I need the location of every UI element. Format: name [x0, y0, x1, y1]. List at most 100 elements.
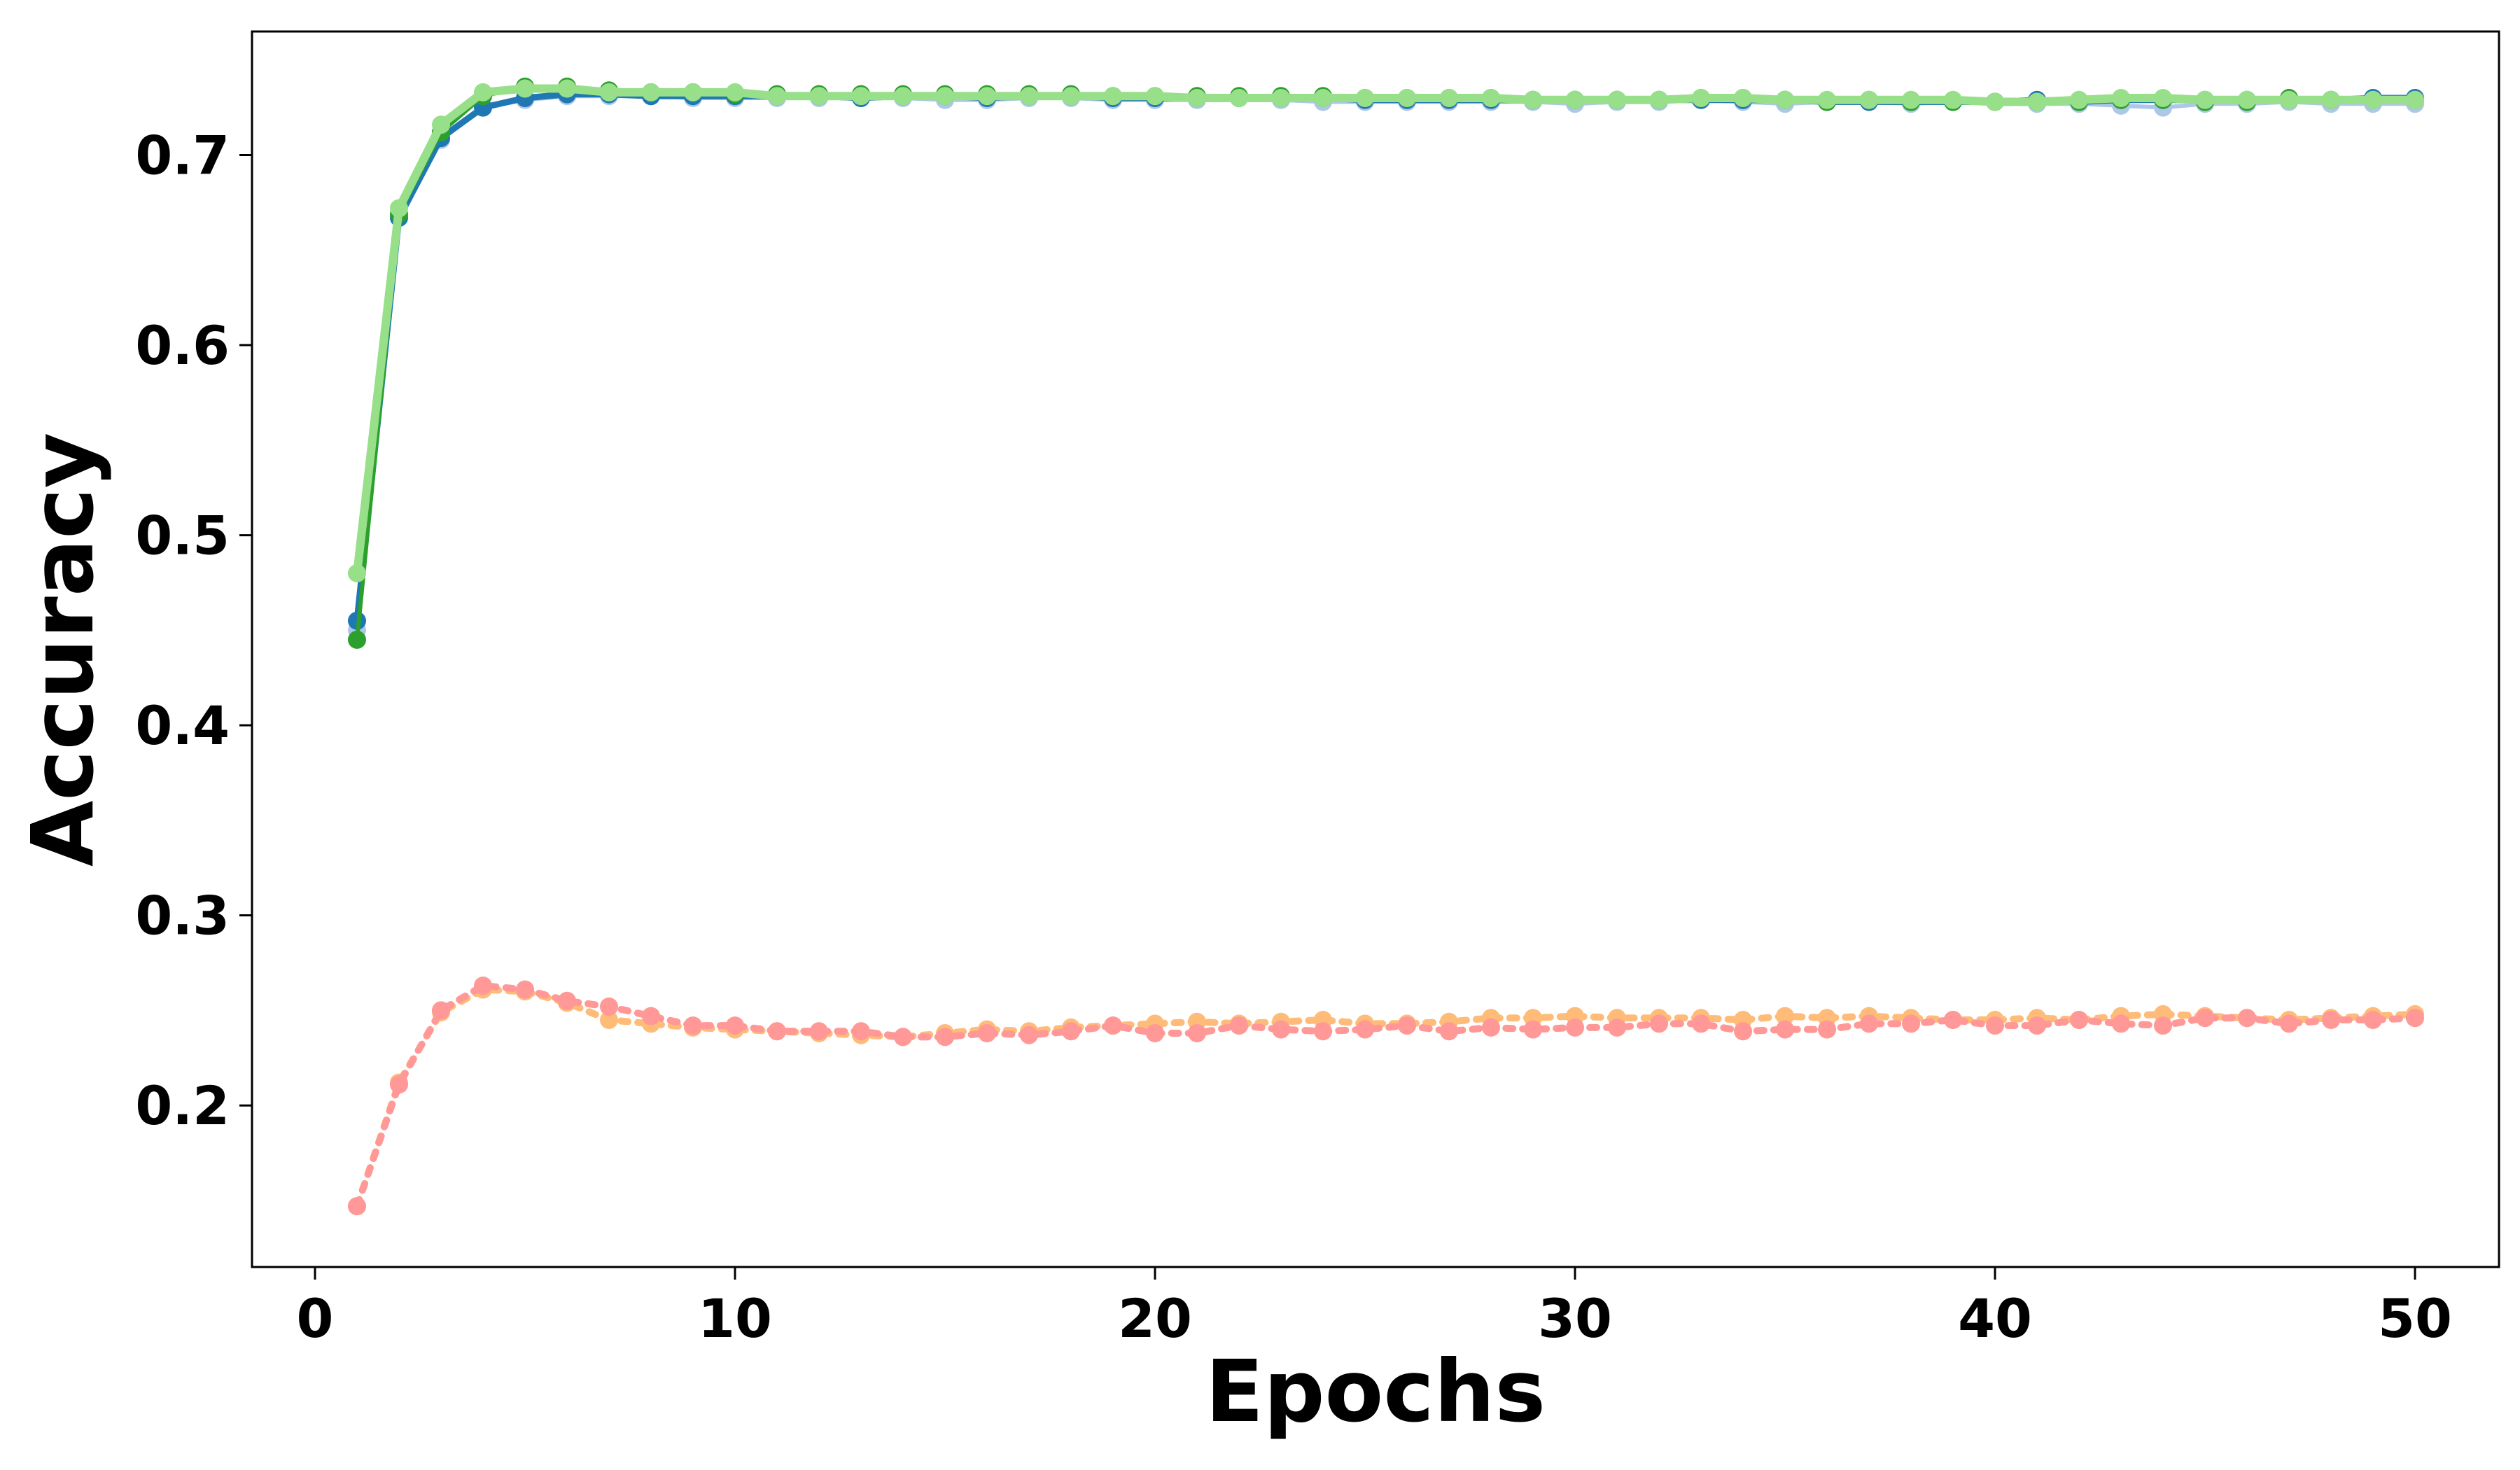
series-4: [348, 79, 2424, 582]
series-4-point: [600, 83, 618, 102]
series-4-point: [1650, 90, 1668, 109]
series-4-point: [1398, 89, 1416, 107]
y-tick-label: 0.7: [135, 125, 230, 187]
series-4-point: [1440, 89, 1458, 107]
series-3-point: [348, 630, 366, 649]
series-6-point: [726, 1016, 744, 1035]
series-4-point: [2364, 90, 2382, 109]
series-4-point: [1230, 89, 1248, 107]
series-6-point: [1482, 1018, 1500, 1037]
series-4-point: [558, 79, 576, 98]
series-6-point: [474, 976, 492, 995]
x-axis-label: Epochs: [1205, 1342, 1546, 1441]
series-6-point: [1860, 1014, 1878, 1033]
series-6-point: [1692, 1014, 1710, 1033]
series-5-point: [1776, 1007, 1794, 1026]
series-4-point: [2406, 90, 2424, 109]
series-4-point: [1146, 87, 1164, 106]
series-6-point: [1188, 1024, 1206, 1042]
series-4-point: [2112, 89, 2130, 107]
series-6-point: [1356, 1020, 1374, 1039]
series-4-point: [2154, 89, 2172, 107]
x-tick-label: 20: [1118, 1287, 1192, 1350]
series-6-point: [1944, 1011, 1962, 1029]
y-tick-label: 0.4: [135, 694, 230, 757]
y-axis-label: Accuracy: [13, 433, 113, 867]
series-6-point: [1398, 1016, 1416, 1035]
series-4-point: [726, 83, 744, 102]
x-tick-label: 10: [698, 1287, 772, 1350]
series-4-point: [684, 83, 702, 102]
y-tick-label: 0.5: [135, 505, 230, 567]
series-6-point: [1146, 1024, 1164, 1042]
series-4-point: [2238, 90, 2256, 109]
series-6-point: [894, 1028, 912, 1046]
series-6-point: [1650, 1014, 1668, 1033]
series-6-point: [2364, 1011, 2382, 1029]
series-6-point: [432, 1001, 450, 1020]
series-5-point: [600, 1011, 618, 1029]
series-4-point: [348, 564, 366, 582]
series-6-point: [1902, 1014, 1920, 1033]
series-6-point: [1776, 1020, 1794, 1039]
series-4-point: [1314, 89, 1332, 107]
series-4-point: [1566, 90, 1584, 109]
series-4-point: [1818, 90, 1836, 109]
series-6-point: [1062, 1022, 1080, 1041]
series-6-point: [852, 1022, 870, 1041]
series-6-point: [2196, 1009, 2214, 1028]
x-tick-label: 40: [1958, 1287, 2032, 1350]
series-4-point: [474, 83, 492, 102]
x-tick-label: 0: [297, 1287, 334, 1350]
series-4-point: [516, 79, 534, 98]
series-6-point: [1524, 1020, 1542, 1039]
series-layer: [348, 77, 2424, 1216]
x-tick-label: 30: [1538, 1287, 1612, 1350]
series-6-point: [558, 991, 576, 1010]
series-4-point: [2280, 90, 2298, 109]
series-6-point: [2280, 1014, 2298, 1033]
series-4-point: [1188, 89, 1206, 107]
series-4-point: [936, 87, 954, 106]
series-4-point: [1902, 90, 1920, 109]
series-4-point: [2322, 90, 2340, 109]
series-6-point: [2238, 1009, 2256, 1028]
series-4-point: [1356, 89, 1374, 107]
series-6-point: [1020, 1026, 1038, 1044]
series-6: [348, 976, 2424, 1216]
series-6-point: [1734, 1022, 1752, 1041]
series-6-point: [516, 980, 534, 999]
series-4-point: [1986, 92, 2004, 111]
tick-layer: 0 10 20 30 40 50 0.2 0.3 0.4 0.5 0.6 0.7: [135, 125, 2452, 1350]
series-6-point: [2028, 1016, 2046, 1035]
series-4-point: [768, 87, 786, 106]
series-6-point: [2112, 1014, 2130, 1033]
series-6-point: [1230, 1016, 1248, 1035]
series-4-point: [432, 115, 450, 134]
series-4-point: [1734, 89, 1752, 107]
series-6-point: [684, 1016, 702, 1035]
series-4-point: [1608, 90, 1626, 109]
series-4-point: [1482, 89, 1500, 107]
series-4-point: [1020, 87, 1038, 106]
series-6-point: [390, 1075, 408, 1094]
series-6-point: [1566, 1018, 1584, 1037]
series-6-point: [642, 1007, 660, 1026]
series-4-point: [2028, 92, 2046, 111]
series-6-point: [2154, 1016, 2172, 1035]
series-4-point: [1692, 89, 1710, 107]
series-4-point: [1104, 87, 1122, 106]
series-4-point: [390, 199, 408, 218]
series-6-point: [2406, 1009, 2424, 1028]
plot-frame: [251, 30, 2500, 1268]
series-6-point: [1818, 1020, 1836, 1039]
series-4-point: [642, 83, 660, 102]
series-4-point: [1272, 89, 1290, 107]
series-4-point: [2070, 90, 2088, 109]
series-6-point: [1440, 1022, 1458, 1041]
series-4-point: [1944, 90, 1962, 109]
series-6-point: [2070, 1011, 2088, 1029]
series-4-point: [2196, 90, 2214, 109]
y-tick-label: 0.3: [135, 885, 230, 947]
